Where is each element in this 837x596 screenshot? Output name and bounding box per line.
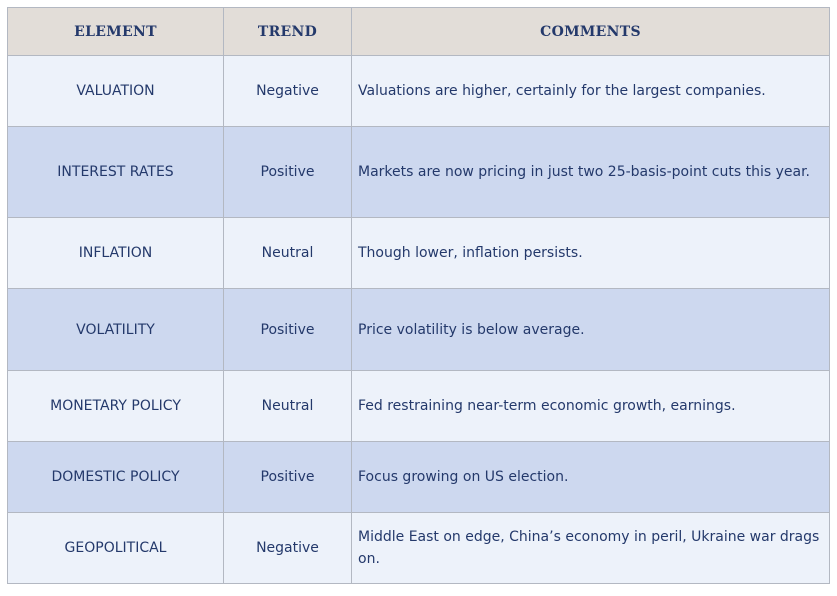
table-row-valuation: VALUATION Negative Valuations are higher… [7, 55, 830, 127]
table-row-geopolitical: GEOPOLITICAL Negative Middle East on edg… [7, 512, 830, 584]
trend-cell: Positive [223, 288, 352, 371]
element-cell: INTEREST RATES [7, 126, 224, 218]
header-element: ELEMENT [7, 7, 224, 56]
trend-cell: Neutral [223, 217, 352, 289]
comment-cell: Fed restraining near-term economic growt… [351, 370, 830, 442]
comment-cell: Price volatility is below average. [351, 288, 830, 371]
comment-cell: Markets are now pricing in just two 25-b… [351, 126, 830, 218]
header-row: ELEMENT TREND COMMENTS [7, 7, 830, 56]
trend-cell: Neutral [223, 370, 352, 442]
trend-cell: Negative [223, 512, 352, 584]
table-row-interest-rates: INTEREST RATES Positive Markets are now … [7, 126, 830, 218]
trend-cell: Negative [223, 55, 352, 127]
element-cell: VALUATION [7, 55, 224, 127]
trend-cell: Positive [223, 441, 352, 513]
table-row-volatility: VOLATILITY Positive Price volatility is … [7, 288, 830, 371]
element-cell: DOMESTIC POLICY [7, 441, 224, 513]
comment-cell: Though lower, inflation persists. [351, 217, 830, 289]
table-row-monetary-policy: MONETARY POLICY Neutral Fed restraining … [7, 370, 830, 442]
comment-cell: Focus growing on US election. [351, 441, 830, 513]
table-row-inflation: INFLATION Neutral Though lower, inflatio… [7, 217, 830, 289]
header-comments: COMMENTS [351, 7, 830, 56]
comment-cell: Middle East on edge, China’s economy in … [351, 512, 830, 584]
table-row-domestic-policy: DOMESTIC POLICY Positive Focus growing o… [7, 441, 830, 513]
comment-cell: Valuations are higher, certainly for the… [351, 55, 830, 127]
element-cell: VOLATILITY [7, 288, 224, 371]
element-cell: MONETARY POLICY [7, 370, 224, 442]
element-cell: INFLATION [7, 217, 224, 289]
header-trend: TREND [223, 7, 352, 56]
element-cell: GEOPOLITICAL [7, 512, 224, 584]
market-outlook-table: ELEMENT TREND COMMENTS VALUATION Negativ… [7, 7, 830, 584]
trend-cell: Positive [223, 126, 352, 218]
